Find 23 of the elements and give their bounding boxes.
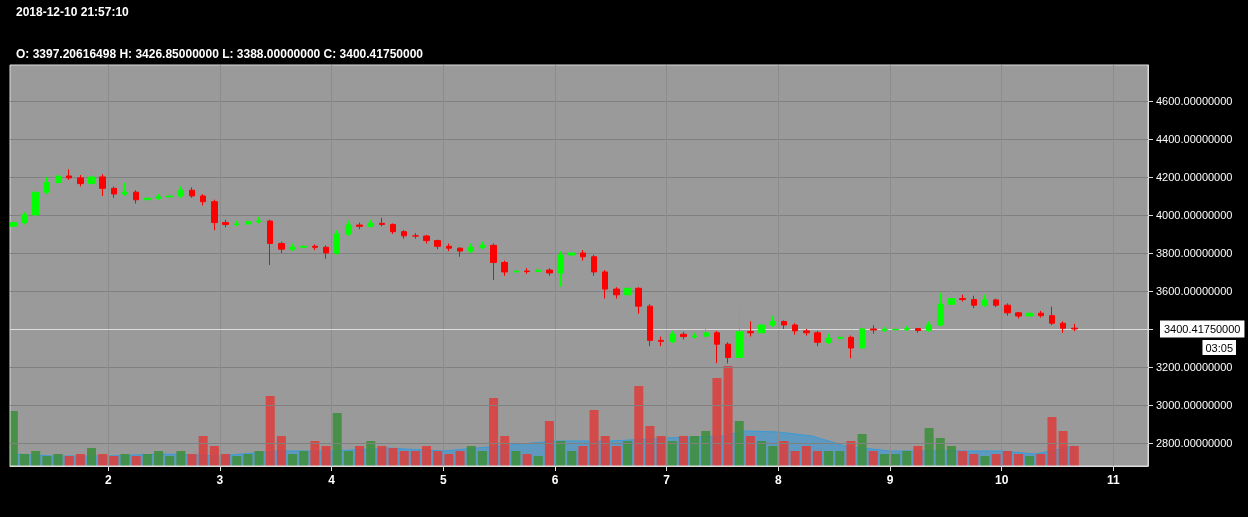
- x-tick-label: 11: [1107, 473, 1121, 487]
- x-tick-label: 7: [663, 473, 671, 487]
- y-tick-label: 4000.00000000: [1156, 208, 1233, 221]
- x-tick-label: 6: [551, 473, 559, 487]
- text: 2018-12-10 21:57:10: [16, 4, 130, 20]
- y-tick-label: 4600.00000000: [1156, 94, 1233, 107]
- y-tick-label: 4200.00000000: [1156, 170, 1233, 183]
- x-tick-label: 3: [216, 473, 224, 487]
- x-tick-label: 10: [995, 473, 1009, 487]
- y-tick-label: 3000.00000000: [1156, 398, 1233, 411]
- x-tick-label: 2: [104, 473, 112, 487]
- x-tick-label: 5: [439, 473, 447, 487]
- text: 03:05: [1205, 341, 1233, 354]
- y-tick-label: 4400.00000000: [1156, 132, 1233, 145]
- ref-line-label: 3400.41750000: [1164, 322, 1241, 335]
- x-tick-label: 4: [328, 473, 336, 487]
- text: O: 3397.20616498 H: 3426.85000000 L: 3388.00000000 C: 3400.41750000: [16, 46, 423, 62]
- x-tick-label: 9: [886, 473, 894, 487]
- y-tick-label: 3600.00000000: [1156, 284, 1233, 297]
- y-tick-label: 3200.00000000: [1156, 360, 1233, 373]
- y-tick-label: 3800.00000000: [1156, 246, 1233, 259]
- x-tick-label: 8: [775, 473, 782, 487]
- y-tick-label: 2800.00000000: [1156, 437, 1233, 449]
